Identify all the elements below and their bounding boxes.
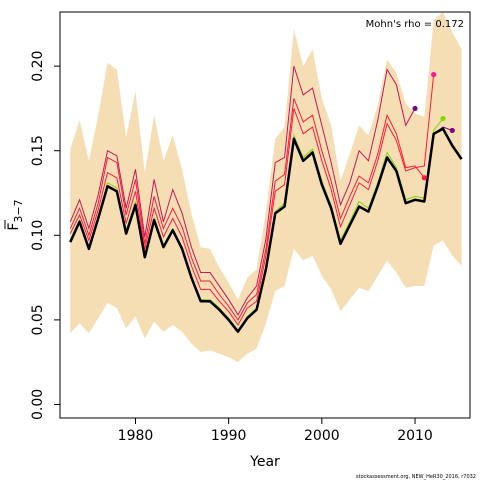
svg-text:F3−7: F3−7 [6,199,25,230]
y-axis-title-sub: 3−7 [12,199,25,222]
y-axis-title-main: F [6,223,22,231]
y-tick-label-1: 0.05 [30,304,46,335]
x-tick-label-2010: 2010 [397,428,433,444]
retro-peel-line-2010 [69,65,416,316]
retro-end-point-2013 [440,115,446,122]
y-axis: 0.00 0.05 0.10 0.15 0.20 [30,51,60,420]
retro-end-point-2014 [449,127,455,134]
y-axis-title: F3−7 [4,199,25,231]
x-axis: 1980 1990 2000 2010 [118,418,433,444]
retro-peel-line-2012 [69,74,435,326]
main-estimate-line [69,127,463,333]
retro-end-point-2012 [431,71,437,78]
x-tick-label-2000: 2000 [304,428,340,444]
confidence-band [70,12,462,363]
y-tick-label-3: 0.15 [30,135,46,166]
plot-frame [59,11,471,419]
retro-end-point-2010 [412,105,418,112]
x-axis-title: Year [249,454,280,470]
y-tick-label-0: 0.00 [30,389,46,420]
y-tick-label-4: 0.20 [30,51,46,82]
retro-peel-line-2011 [69,98,425,321]
x-tick-label-1990: 1990 [211,428,247,444]
y-tick-label-2: 0.10 [30,220,46,251]
plot-area [69,12,463,363]
mohns-rho-annotation: Mohn's rho = 0.172 [366,19,464,30]
x-tick-label-1980: 1980 [118,428,154,444]
retro-end-point-2011 [421,175,427,181]
credit-footnote: stockassessment.org, NEW_HeR30_2016, r70… [356,474,476,480]
